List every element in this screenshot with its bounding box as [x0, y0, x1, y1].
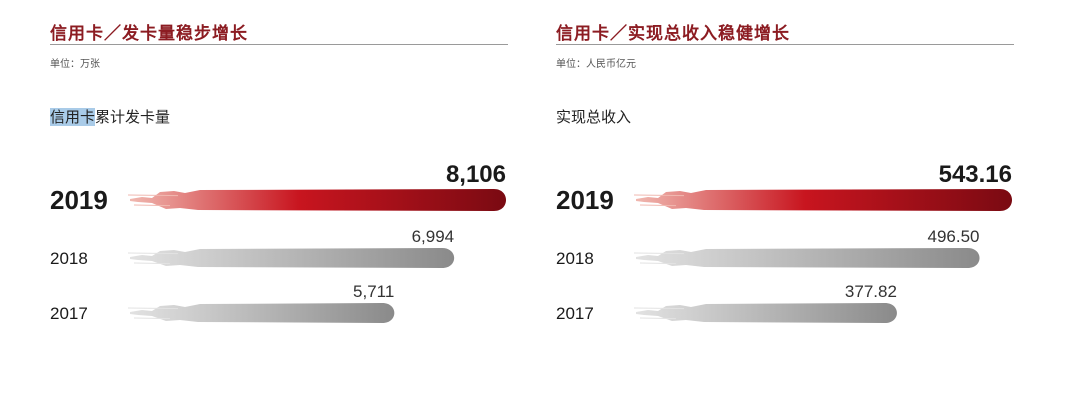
- bar-row: 2018 6,994: [50, 227, 455, 268]
- bar: [636, 248, 980, 268]
- bar: [636, 303, 897, 323]
- year-label: 2019: [556, 185, 614, 215]
- year-label: 2017: [50, 304, 88, 323]
- total-revenue-chart: 2019 543.16 2018 496.50 2017 377.82: [556, 161, 1012, 323]
- year-label: 2017: [556, 304, 594, 323]
- series-label-rest: 累计发卡量: [95, 108, 171, 126]
- value-label: 8,106: [446, 161, 506, 188]
- unit-label: 单位：人民币亿元: [556, 59, 636, 70]
- brush-streak: [639, 204, 677, 207]
- series-label-highlight: 信用卡: [50, 108, 96, 126]
- bar: [130, 303, 395, 323]
- card-issuance-chart: 2019 8,106 2018 6,994 2017 5,711: [50, 161, 506, 323]
- bar: [130, 248, 455, 268]
- brush-streak: [127, 252, 179, 255]
- brush-streak: [127, 307, 179, 310]
- year-label: 2018: [556, 249, 594, 268]
- value-label: 5,711: [353, 282, 394, 301]
- brush-streak: [127, 194, 179, 197]
- bar-row: 2018 496.50: [556, 227, 980, 268]
- brush-streak: [633, 194, 685, 197]
- year-label: 2018: [50, 249, 88, 268]
- brush-streak: [633, 307, 685, 310]
- series-label: 信用卡累计发卡量: [50, 106, 170, 127]
- bar-row: 2017 377.82: [556, 282, 897, 323]
- value-label: 377.82: [845, 282, 897, 301]
- brush-streak: [133, 262, 171, 265]
- brush-streak: [639, 262, 677, 265]
- title-divider: [50, 44, 508, 45]
- value-label: 496.50: [928, 227, 980, 246]
- brush-streak: [639, 317, 677, 320]
- bar-row: 2017 5,711: [50, 282, 395, 323]
- panel-title: 信用卡／实现总收入稳健增长: [556, 24, 790, 44]
- series-label: 实现总收入: [556, 108, 632, 126]
- value-label: 6,994: [412, 227, 455, 246]
- title-divider: [556, 44, 1014, 45]
- unit-label: 单位：万张: [50, 59, 100, 70]
- bar-row: 2019 8,106: [50, 161, 506, 215]
- brush-streak: [133, 317, 171, 320]
- bar-row: 2019 543.16: [556, 161, 1012, 215]
- year-label: 2019: [50, 185, 108, 215]
- brush-streak: [633, 252, 685, 255]
- value-label: 543.16: [939, 161, 1012, 188]
- bar: [636, 189, 1012, 211]
- panel-title: 信用卡／发卡量稳步增长: [50, 24, 248, 44]
- brush-streak: [133, 204, 171, 207]
- card-issuance-panel: 信用卡／发卡量稳步增长 单位：万张 信用卡累计发卡量 2019 8,106 2018…: [50, 0, 510, 402]
- bar: [130, 189, 506, 211]
- total-revenue-panel: 信用卡／实现总收入稳健增长 单位：人民币亿元 实现总收入 2019 543.16 2…: [556, 0, 1016, 402]
